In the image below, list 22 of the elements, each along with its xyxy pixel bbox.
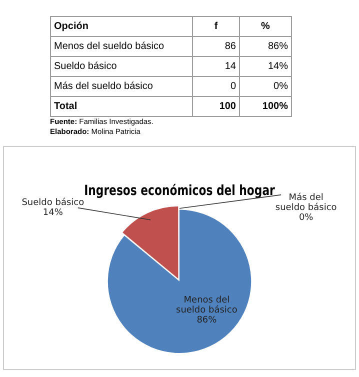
slice-label: Menos del sueldo básico bbox=[176, 295, 238, 316]
text: 0 bbox=[192, 76, 240, 96]
text: 14% bbox=[240, 56, 292, 76]
text: Menos del sueldo básico bbox=[50, 36, 192, 56]
text: Sueldo básico bbox=[50, 56, 192, 76]
text: % bbox=[240, 16, 292, 36]
text: 86 bbox=[192, 36, 240, 56]
data-label: 86% bbox=[196, 315, 218, 326]
slice-label: Sueldo básico bbox=[22, 196, 85, 208]
text: 86% bbox=[240, 36, 292, 56]
text: 14 bbox=[192, 56, 240, 76]
text: Opción bbox=[50, 16, 192, 36]
text: 0% bbox=[298, 212, 314, 223]
category-label: Más del sueldo básico bbox=[275, 192, 337, 213]
chart-title: Ingresos económicos del hogar bbox=[84, 182, 276, 198]
text: 100% bbox=[240, 96, 292, 116]
text: f bbox=[192, 16, 240, 36]
text: 100 bbox=[192, 96, 240, 116]
text: Total bbox=[50, 96, 192, 116]
data-label: 14% bbox=[42, 208, 64, 218]
text: Más del sueldo básico bbox=[50, 76, 192, 96]
text: 0% bbox=[240, 76, 292, 96]
